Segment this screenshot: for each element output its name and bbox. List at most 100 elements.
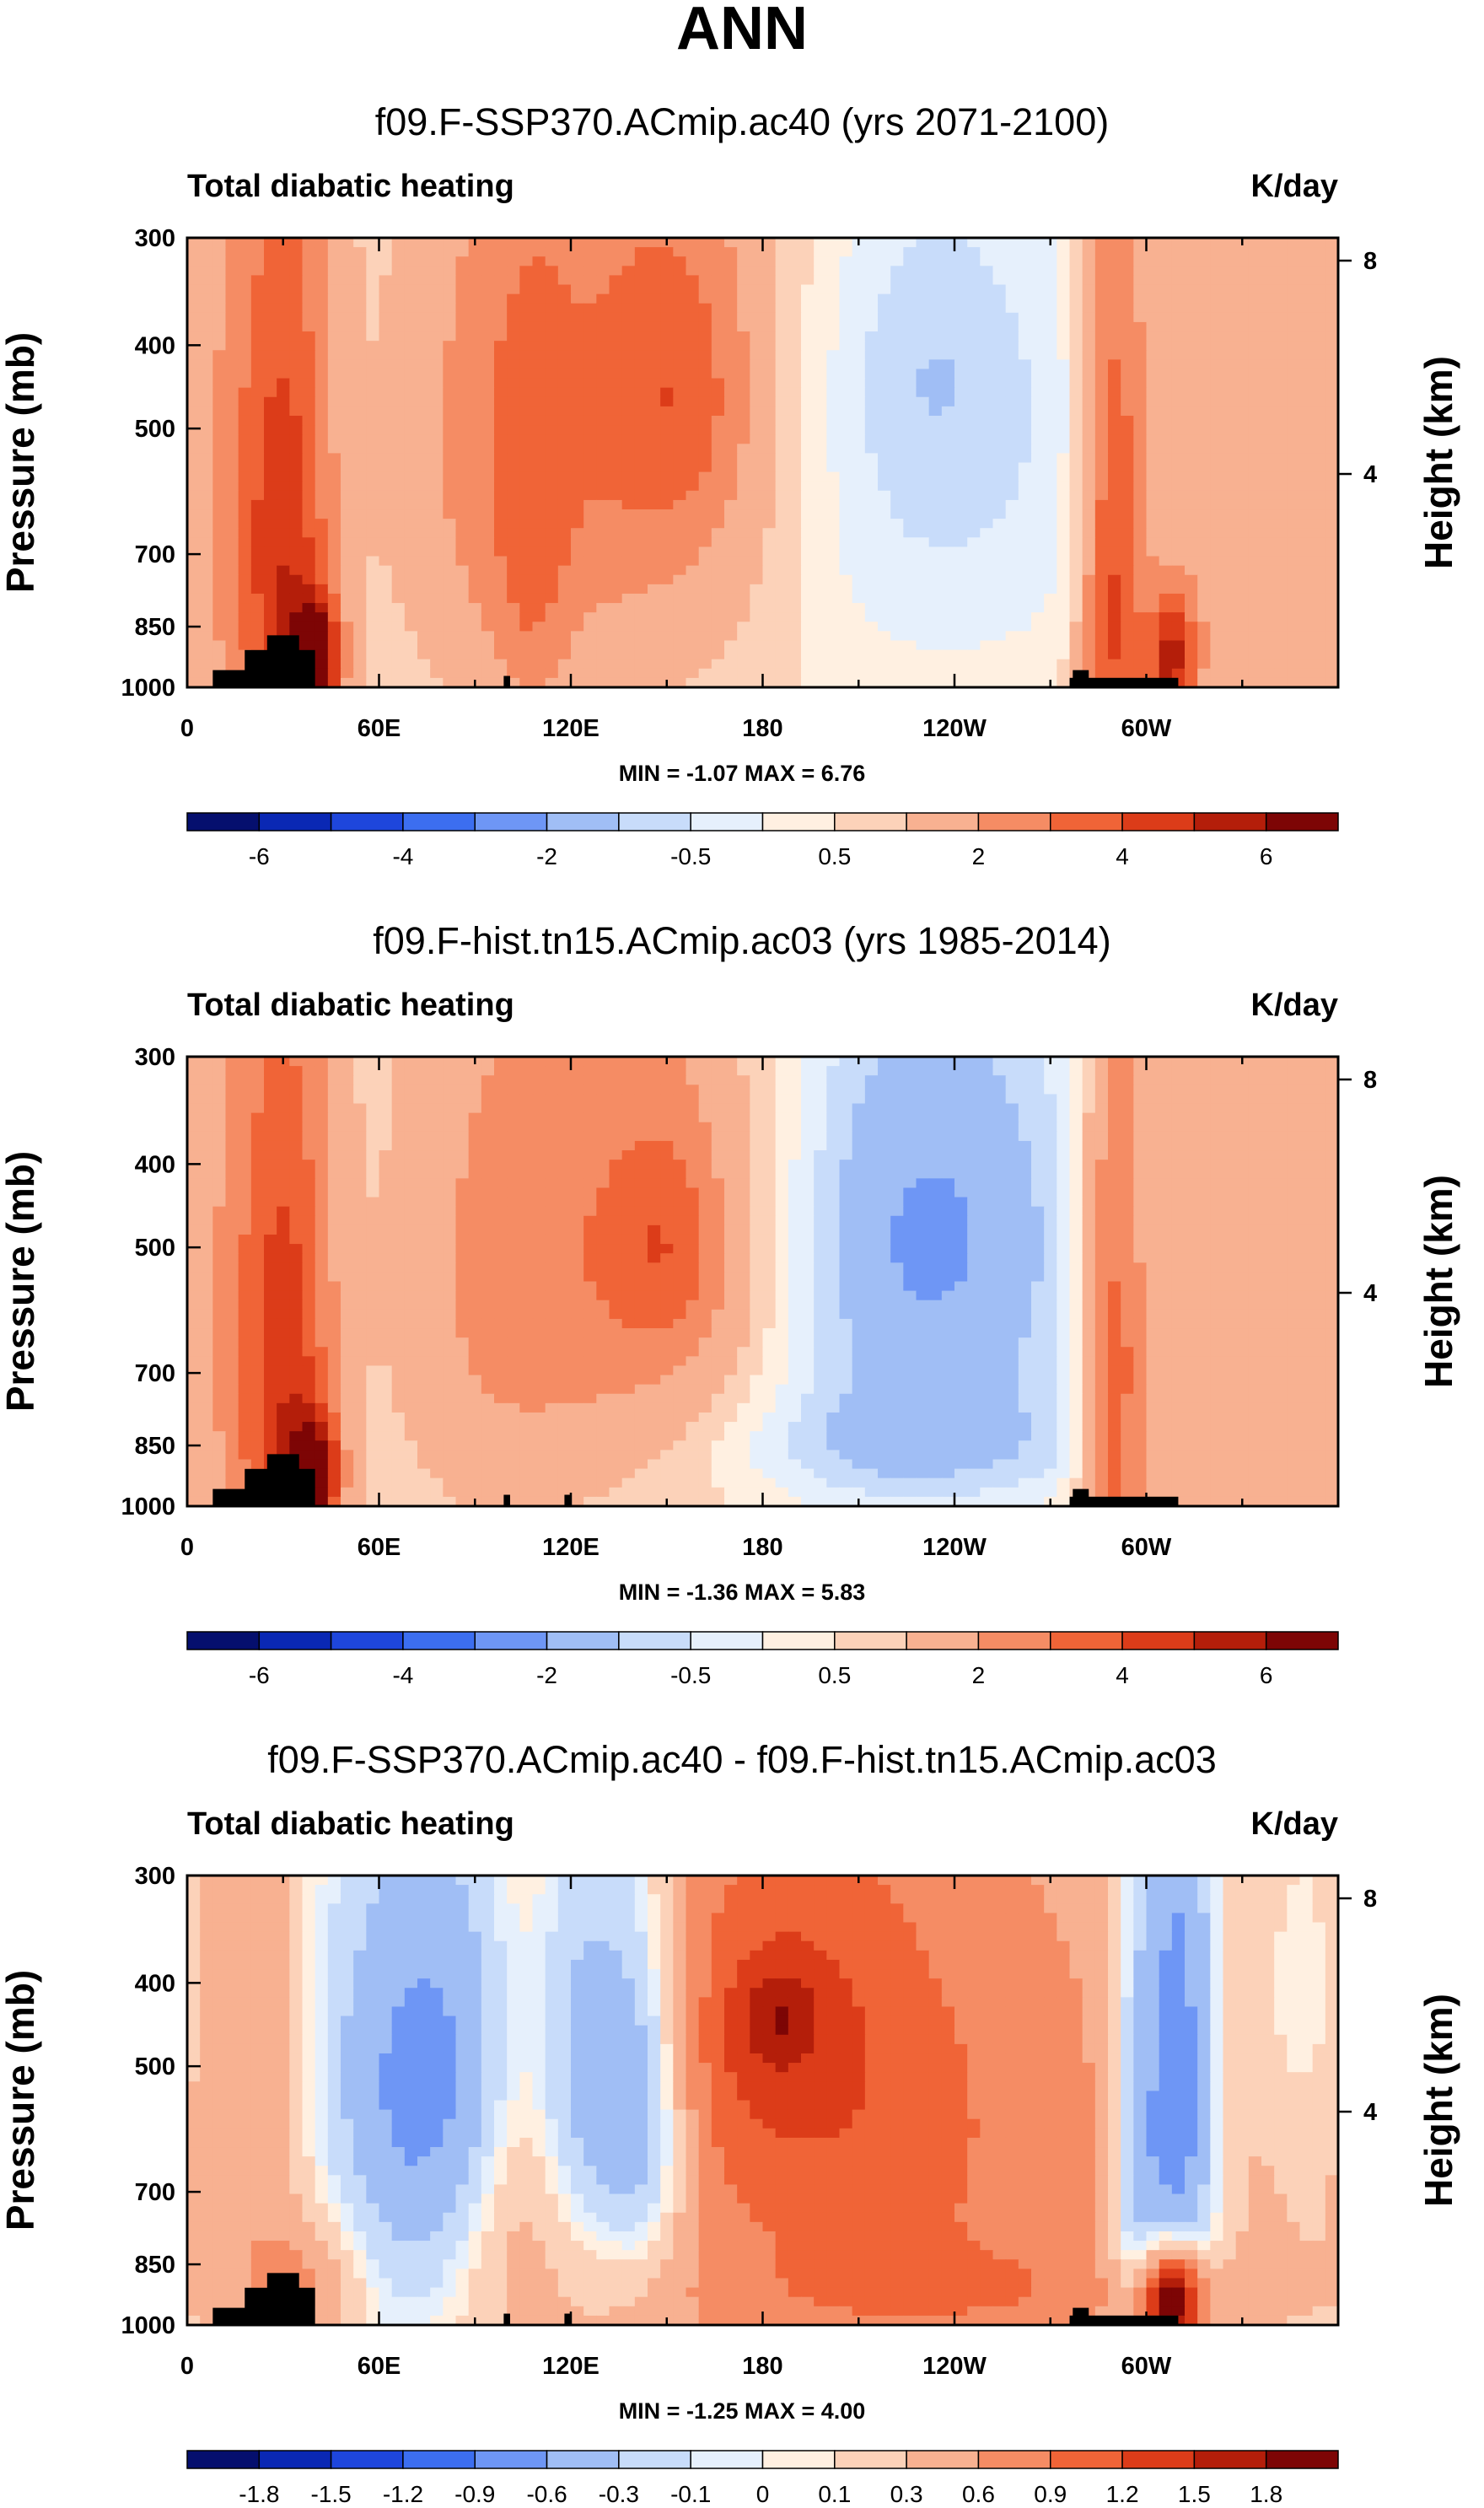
field-cell — [583, 499, 597, 510]
field-cell — [366, 1066, 380, 1076]
field-cell — [1108, 603, 1121, 613]
field-cell — [1287, 415, 1301, 426]
field-cell — [379, 546, 393, 557]
units-label: K/day — [1251, 988, 1338, 1023]
topography-mask — [503, 675, 510, 687]
field-cell — [238, 481, 252, 492]
field-cell — [775, 528, 789, 538]
field-cell — [315, 350, 329, 360]
field-cell — [1312, 1075, 1326, 1085]
field-cell — [1146, 425, 1160, 435]
field-cell — [775, 331, 789, 342]
field-cell — [1018, 640, 1032, 651]
field-cell — [1197, 584, 1211, 595]
field-cell — [980, 284, 994, 295]
field-cell — [724, 556, 738, 567]
field-cell — [750, 603, 764, 613]
field-cell — [532, 293, 546, 304]
field-cell — [187, 444, 201, 454]
field-cell — [1312, 612, 1326, 622]
field-cell — [417, 350, 431, 360]
field-cell — [634, 256, 648, 266]
field-cell — [468, 574, 482, 585]
field-cell — [532, 574, 546, 585]
field-cell — [1005, 387, 1019, 398]
field-cell — [404, 631, 418, 642]
field-cell — [1133, 406, 1148, 417]
field-cell — [519, 649, 534, 660]
field-cell — [366, 565, 380, 576]
field-cell — [1287, 387, 1301, 398]
field-cell — [341, 331, 354, 342]
field-cell — [1146, 622, 1160, 632]
field-cell — [1197, 519, 1211, 529]
field-cell — [1069, 331, 1083, 342]
field-cell — [890, 649, 904, 660]
field-cell — [302, 350, 316, 360]
field-cell — [903, 631, 917, 642]
field-cell — [327, 584, 341, 595]
field-cell — [507, 350, 520, 360]
field-cell — [532, 631, 546, 642]
field-cell — [1248, 341, 1262, 351]
field-cell — [954, 303, 968, 314]
field-cell — [557, 369, 572, 379]
field-cell — [1261, 593, 1275, 604]
field-cell — [1274, 528, 1288, 538]
field-cell — [1069, 659, 1083, 670]
field-cell — [481, 406, 495, 417]
field-cell — [1171, 1103, 1186, 1114]
field-cell — [1121, 668, 1134, 679]
field-cell — [916, 303, 930, 314]
field-cell — [954, 612, 968, 622]
field-cell — [391, 406, 406, 417]
field-cell — [583, 490, 597, 501]
field-cell — [941, 1057, 955, 1067]
field-cell — [455, 631, 470, 642]
field-cell — [1248, 519, 1262, 529]
field-cell — [1031, 612, 1045, 622]
field-cell — [250, 359, 265, 370]
field-cell — [379, 238, 393, 248]
field-cell — [596, 369, 610, 379]
field-cell — [366, 668, 380, 679]
y-tick-label: 500 — [135, 416, 175, 443]
field-cell — [557, 415, 572, 426]
field-cell — [1146, 369, 1160, 379]
field-cell — [788, 434, 802, 444]
field-cell — [903, 622, 917, 632]
field-cell — [391, 528, 406, 538]
field-cell — [455, 406, 470, 417]
field-cell — [289, 528, 304, 538]
field-cell — [494, 490, 508, 501]
field-cell — [366, 481, 380, 492]
field-cell — [750, 350, 764, 360]
field-cell — [583, 471, 597, 482]
field-cell — [916, 556, 930, 567]
field-cell — [788, 387, 802, 398]
field-cell — [1082, 1084, 1096, 1095]
field-cell — [315, 1094, 329, 1105]
field-cell — [609, 444, 623, 454]
field-cell — [954, 341, 968, 351]
field-cell — [468, 387, 482, 398]
field-cell — [980, 387, 994, 398]
field-cell — [238, 434, 252, 444]
field-cell — [980, 612, 994, 622]
field-cell — [737, 612, 750, 622]
field-cell — [1287, 396, 1301, 407]
field-cell — [1325, 565, 1339, 576]
field-cell — [992, 434, 1007, 444]
field-cell — [289, 1084, 304, 1095]
field-cell — [609, 612, 623, 622]
field-cell — [225, 537, 239, 548]
colorbar-segment — [546, 812, 620, 832]
field-cell — [1185, 499, 1198, 510]
field-cell — [916, 350, 930, 360]
field-cell — [1325, 668, 1339, 679]
field-cell — [571, 284, 584, 295]
field-cell — [814, 284, 827, 295]
field-cell — [762, 668, 777, 679]
field-cell — [519, 1112, 534, 1123]
field-cell — [187, 481, 201, 492]
